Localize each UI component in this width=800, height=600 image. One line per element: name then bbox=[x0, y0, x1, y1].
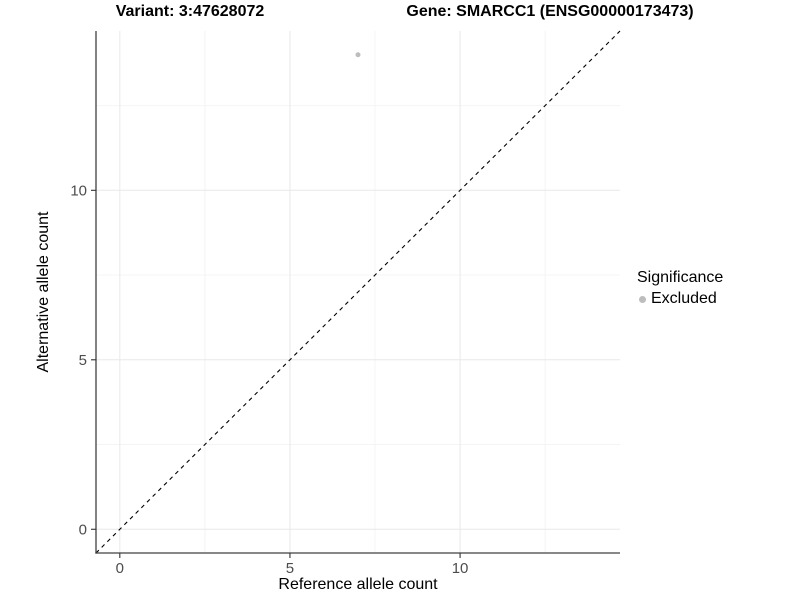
legend-point-icon bbox=[639, 295, 646, 303]
identity-reference-line bbox=[95, 30, 621, 554]
legend: Significance Excluded bbox=[637, 268, 723, 308]
x-tick-label: 10 bbox=[452, 560, 469, 577]
variant-title: Variant: 3:47628072 bbox=[115, 3, 265, 20]
legend-item-excluded: Excluded bbox=[639, 290, 723, 308]
y-axis-title: Alternative allele count bbox=[35, 211, 52, 373]
legend-title: Significance bbox=[637, 269, 724, 286]
y-tick-label: 0 bbox=[79, 521, 87, 538]
x-tick-label: 0 bbox=[116, 560, 124, 577]
x-tick-label: 5 bbox=[286, 560, 294, 577]
y-tick-label: 5 bbox=[79, 352, 87, 369]
gene-title: Gene: SMARCC1 (ENSG00000173473) bbox=[406, 3, 694, 20]
legend-item-label: Excluded bbox=[651, 290, 717, 307]
y-tick-label: 10 bbox=[70, 182, 87, 199]
x-axis-title: Reference allele count bbox=[278, 576, 438, 593]
data-point bbox=[355, 52, 361, 58]
